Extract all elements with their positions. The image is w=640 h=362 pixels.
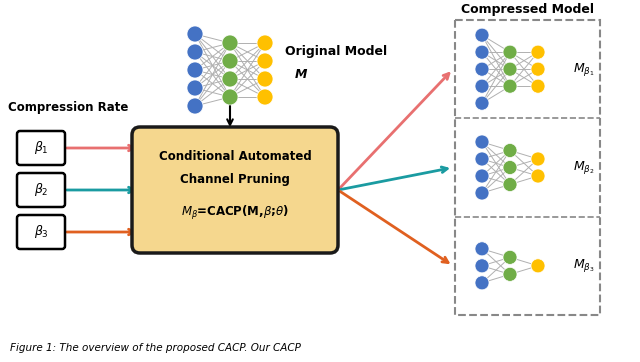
Circle shape	[475, 28, 489, 42]
Text: M: M	[295, 68, 307, 81]
Circle shape	[503, 160, 517, 174]
Circle shape	[475, 276, 489, 290]
Circle shape	[503, 62, 517, 76]
Circle shape	[187, 44, 203, 60]
FancyBboxPatch shape	[17, 173, 65, 207]
FancyBboxPatch shape	[132, 127, 338, 253]
Circle shape	[475, 96, 489, 110]
Circle shape	[187, 98, 203, 114]
Text: Original Model: Original Model	[285, 46, 387, 59]
FancyBboxPatch shape	[17, 131, 65, 165]
Circle shape	[503, 177, 517, 191]
Circle shape	[503, 143, 517, 157]
Circle shape	[475, 135, 489, 149]
Circle shape	[531, 45, 545, 59]
Circle shape	[531, 169, 545, 183]
Circle shape	[257, 35, 273, 51]
Text: Conditional Automated: Conditional Automated	[159, 151, 312, 164]
Text: Figure 1: The overview of the proposed CACP. Our CACP: Figure 1: The overview of the proposed C…	[10, 343, 301, 353]
Circle shape	[503, 267, 517, 281]
Circle shape	[475, 45, 489, 59]
Circle shape	[187, 80, 203, 96]
Circle shape	[257, 89, 273, 105]
Text: Compression Rate: Compression Rate	[8, 101, 129, 114]
Circle shape	[222, 71, 238, 87]
Circle shape	[503, 251, 517, 264]
Text: $\beta_{2}$: $\beta_{2}$	[34, 181, 48, 198]
Text: $M_{\beta_3}$: $M_{\beta_3}$	[573, 257, 595, 274]
Circle shape	[475, 152, 489, 166]
Circle shape	[475, 186, 489, 200]
Circle shape	[531, 152, 545, 166]
Text: Compressed Model: Compressed Model	[461, 4, 594, 17]
Circle shape	[222, 35, 238, 51]
Text: $\beta_{3}$: $\beta_{3}$	[33, 223, 49, 240]
Circle shape	[222, 53, 238, 69]
Circle shape	[475, 259, 489, 273]
Circle shape	[222, 89, 238, 105]
Circle shape	[503, 45, 517, 59]
Circle shape	[531, 62, 545, 76]
Circle shape	[187, 26, 203, 42]
Text: Channel Pruning: Channel Pruning	[180, 173, 290, 185]
Circle shape	[257, 53, 273, 69]
Circle shape	[475, 62, 489, 76]
Circle shape	[503, 79, 517, 93]
Circle shape	[257, 71, 273, 87]
Circle shape	[475, 79, 489, 93]
Circle shape	[531, 79, 545, 93]
Text: $M_{\beta}$=CACP(M,$\beta$;$\theta$): $M_{\beta}$=CACP(M,$\beta$;$\theta$)	[181, 204, 289, 222]
FancyBboxPatch shape	[17, 215, 65, 249]
Text: $M_{\beta_2}$: $M_{\beta_2}$	[573, 159, 595, 176]
Circle shape	[187, 62, 203, 78]
Text: $M_{\beta_1}$: $M_{\beta_1}$	[573, 61, 595, 78]
Circle shape	[475, 242, 489, 256]
Circle shape	[531, 259, 545, 273]
FancyBboxPatch shape	[455, 20, 600, 315]
Circle shape	[475, 169, 489, 183]
Text: $\beta_{1}$: $\beta_{1}$	[34, 139, 49, 156]
